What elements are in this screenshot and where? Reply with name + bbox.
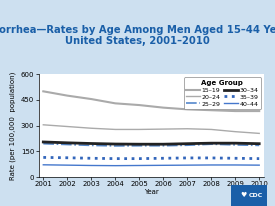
15–19 bbox=[66, 94, 69, 97]
35–39 bbox=[66, 157, 69, 159]
35–39 bbox=[42, 156, 45, 159]
30–34 bbox=[186, 143, 189, 145]
25–29 bbox=[138, 145, 141, 147]
35–39 bbox=[233, 157, 237, 159]
40–44 bbox=[210, 164, 213, 166]
Line: 15–19: 15–19 bbox=[43, 91, 259, 111]
20–24 bbox=[186, 128, 189, 130]
40–44 bbox=[66, 164, 69, 166]
Line: 35–39: 35–39 bbox=[43, 157, 259, 159]
30–34 bbox=[258, 143, 261, 145]
40–44 bbox=[114, 164, 117, 167]
20–24 bbox=[138, 128, 141, 131]
20–24 bbox=[90, 127, 93, 129]
15–19 bbox=[186, 108, 189, 111]
40–44 bbox=[233, 164, 237, 166]
Line: 30–34: 30–34 bbox=[43, 142, 259, 144]
30–34 bbox=[90, 142, 93, 145]
25–29 bbox=[90, 144, 93, 147]
30–34 bbox=[66, 142, 69, 144]
Line: 40–44: 40–44 bbox=[43, 165, 259, 166]
20–24 bbox=[162, 128, 165, 130]
35–39 bbox=[138, 157, 141, 160]
40–44 bbox=[186, 164, 189, 166]
15–19 bbox=[90, 98, 93, 100]
Text: ♥: ♥ bbox=[240, 192, 247, 198]
30–34 bbox=[42, 141, 45, 143]
20–24 bbox=[233, 130, 237, 133]
15–19 bbox=[138, 104, 141, 106]
30–34 bbox=[162, 143, 165, 145]
25–29 bbox=[42, 143, 45, 145]
Text: Gonorrhea—Rates by Age Among Men Aged 15–44 Years,
United States, 2001–2010: Gonorrhea—Rates by Age Among Men Aged 15… bbox=[0, 25, 275, 46]
20–24 bbox=[66, 125, 69, 128]
25–29 bbox=[233, 144, 237, 146]
30–34 bbox=[114, 143, 117, 145]
35–39 bbox=[258, 157, 261, 160]
Legend: 15–19, 20–24, 25–29, 30–34, 35–39, 40–44: 15–19, 20–24, 25–29, 30–34, 35–39, 40–44 bbox=[183, 77, 261, 109]
35–39 bbox=[162, 157, 165, 159]
30–34 bbox=[138, 143, 141, 145]
X-axis label: Year: Year bbox=[144, 189, 159, 195]
25–29 bbox=[210, 143, 213, 145]
40–44 bbox=[138, 164, 141, 167]
25–29 bbox=[162, 145, 165, 147]
15–19 bbox=[210, 109, 213, 111]
40–44 bbox=[42, 164, 45, 166]
20–24 bbox=[114, 128, 117, 131]
20–24 bbox=[210, 128, 213, 131]
15–19 bbox=[162, 106, 165, 109]
20–24 bbox=[258, 132, 261, 135]
40–44 bbox=[90, 164, 93, 167]
20–24 bbox=[42, 124, 45, 126]
25–29 bbox=[186, 144, 189, 146]
15–19 bbox=[114, 102, 117, 105]
15–19 bbox=[258, 110, 261, 112]
25–29 bbox=[114, 145, 117, 147]
30–34 bbox=[210, 142, 213, 144]
25–29 bbox=[66, 143, 69, 146]
35–39 bbox=[210, 157, 213, 159]
40–44 bbox=[162, 164, 165, 166]
Text: CDC: CDC bbox=[249, 193, 263, 198]
30–34 bbox=[233, 142, 237, 144]
35–39 bbox=[186, 157, 189, 159]
15–19 bbox=[233, 110, 237, 112]
15–19 bbox=[42, 90, 45, 92]
Y-axis label: Rate (per 100,000  population): Rate (per 100,000 population) bbox=[9, 71, 16, 180]
35–39 bbox=[114, 157, 117, 160]
40–44 bbox=[258, 164, 261, 166]
Line: 25–29: 25–29 bbox=[43, 144, 259, 146]
Line: 20–24: 20–24 bbox=[43, 125, 259, 133]
35–39 bbox=[90, 157, 93, 159]
25–29 bbox=[258, 144, 261, 147]
